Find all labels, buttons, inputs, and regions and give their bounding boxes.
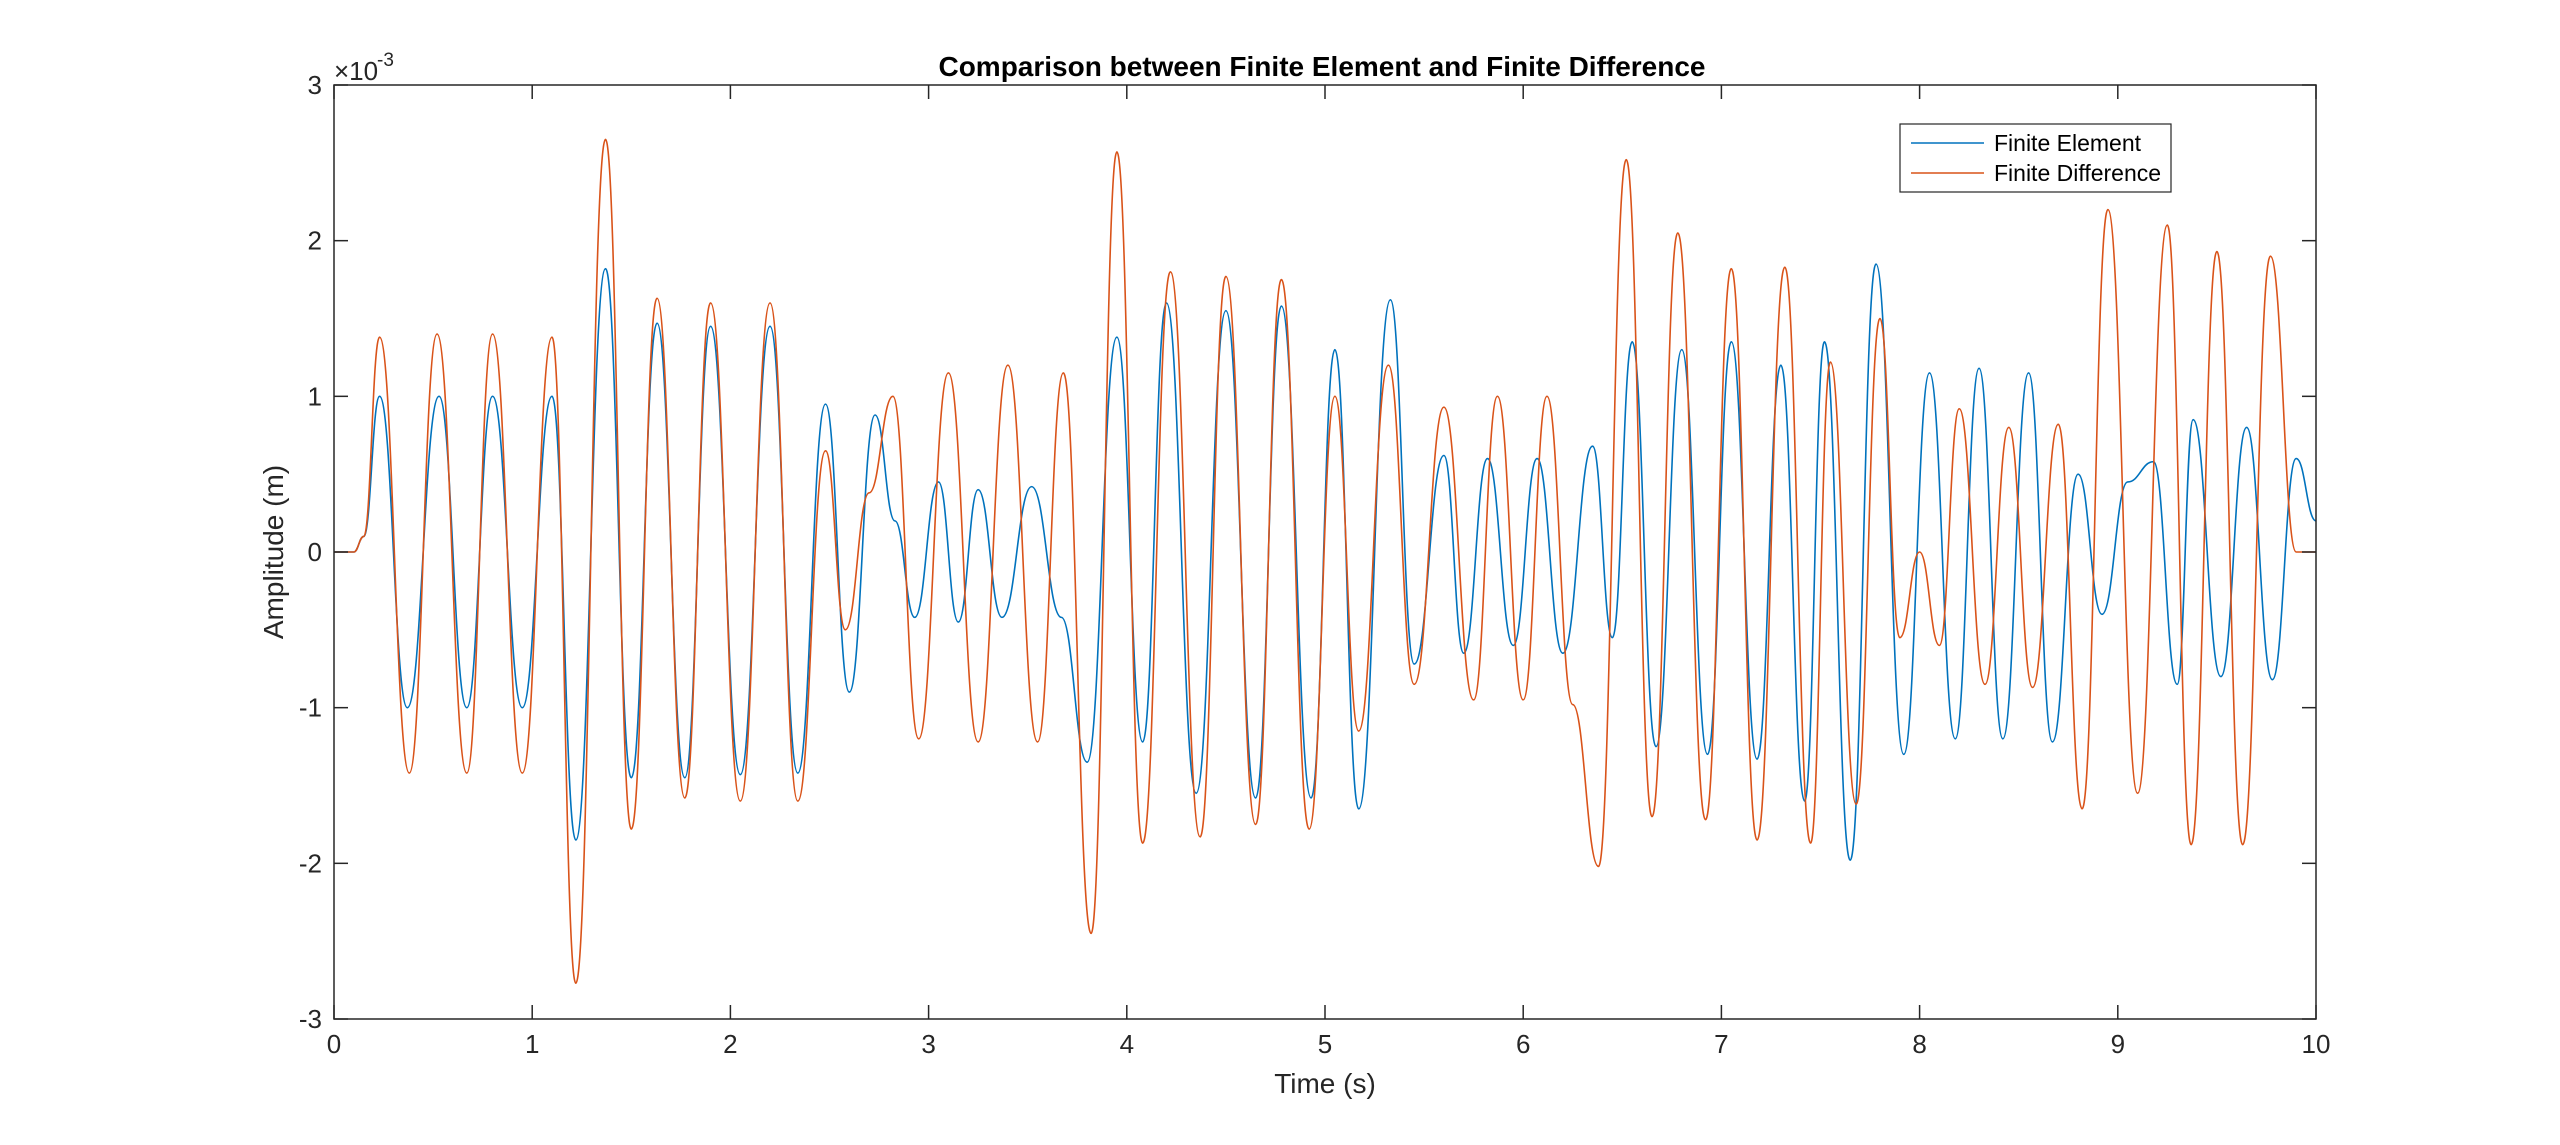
y-tick-label-1: -2 — [299, 848, 322, 878]
x-axis-label: Time (s) — [1274, 1068, 1376, 1099]
y-axis: -3 -2 -1 0 1 2 3 — [299, 70, 2316, 1034]
legend-label-finite-difference: Finite Difference — [1994, 160, 2161, 186]
y-tick-label-5: 2 — [308, 226, 322, 256]
y-exponent-power: -3 — [377, 50, 394, 71]
y-tick-label-6: 3 — [308, 70, 322, 100]
chart-title: Comparison between Finite Element and Fi… — [938, 51, 1705, 82]
legend: Finite Element Finite Difference — [1899, 123, 2172, 193]
x-tick-label-1: 1 — [525, 1029, 539, 1059]
x-tick-label-3: 3 — [921, 1029, 935, 1059]
x-tick-label-4: 4 — [1120, 1029, 1134, 1059]
x-axis: 0 1 2 3 4 5 6 7 8 9 10 — [327, 85, 2331, 1059]
x-tick-label-6: 6 — [1516, 1029, 1530, 1059]
series-line-finite-element — [334, 263, 2317, 862]
plot-background — [334, 85, 2316, 1019]
y-tick-label-3: 0 — [308, 537, 322, 567]
y-exponent-base: ×10 — [334, 56, 378, 86]
x-tick-label-7: 7 — [1714, 1029, 1728, 1059]
x-tick-label-5: 5 — [1318, 1029, 1332, 1059]
x-tick-label-8: 8 — [1912, 1029, 1926, 1059]
x-tick-label-10: 10 — [2302, 1029, 2331, 1059]
x-tick-label-9: 9 — [2111, 1029, 2125, 1059]
y-exponent: ×10 -3 — [334, 50, 394, 86]
y-axis-label: Amplitude (m) — [258, 465, 289, 639]
legend-box — [1899, 123, 2172, 193]
legend-label-finite-element: Finite Element — [1994, 130, 2142, 156]
plot-area: 0 1 2 3 4 5 6 7 8 9 10 -3 -2 -1 0 1 2 3 — [299, 70, 2331, 1059]
y-tick-label-0: -3 — [299, 1004, 322, 1034]
x-tick-label-2: 2 — [723, 1029, 737, 1059]
series-layer — [334, 138, 2317, 984]
y-tick-label-4: 1 — [308, 381, 322, 411]
series-line-finite-difference — [334, 138, 2316, 984]
x-tick-label-0: 0 — [327, 1029, 341, 1059]
y-tick-label-2: -1 — [299, 693, 322, 723]
